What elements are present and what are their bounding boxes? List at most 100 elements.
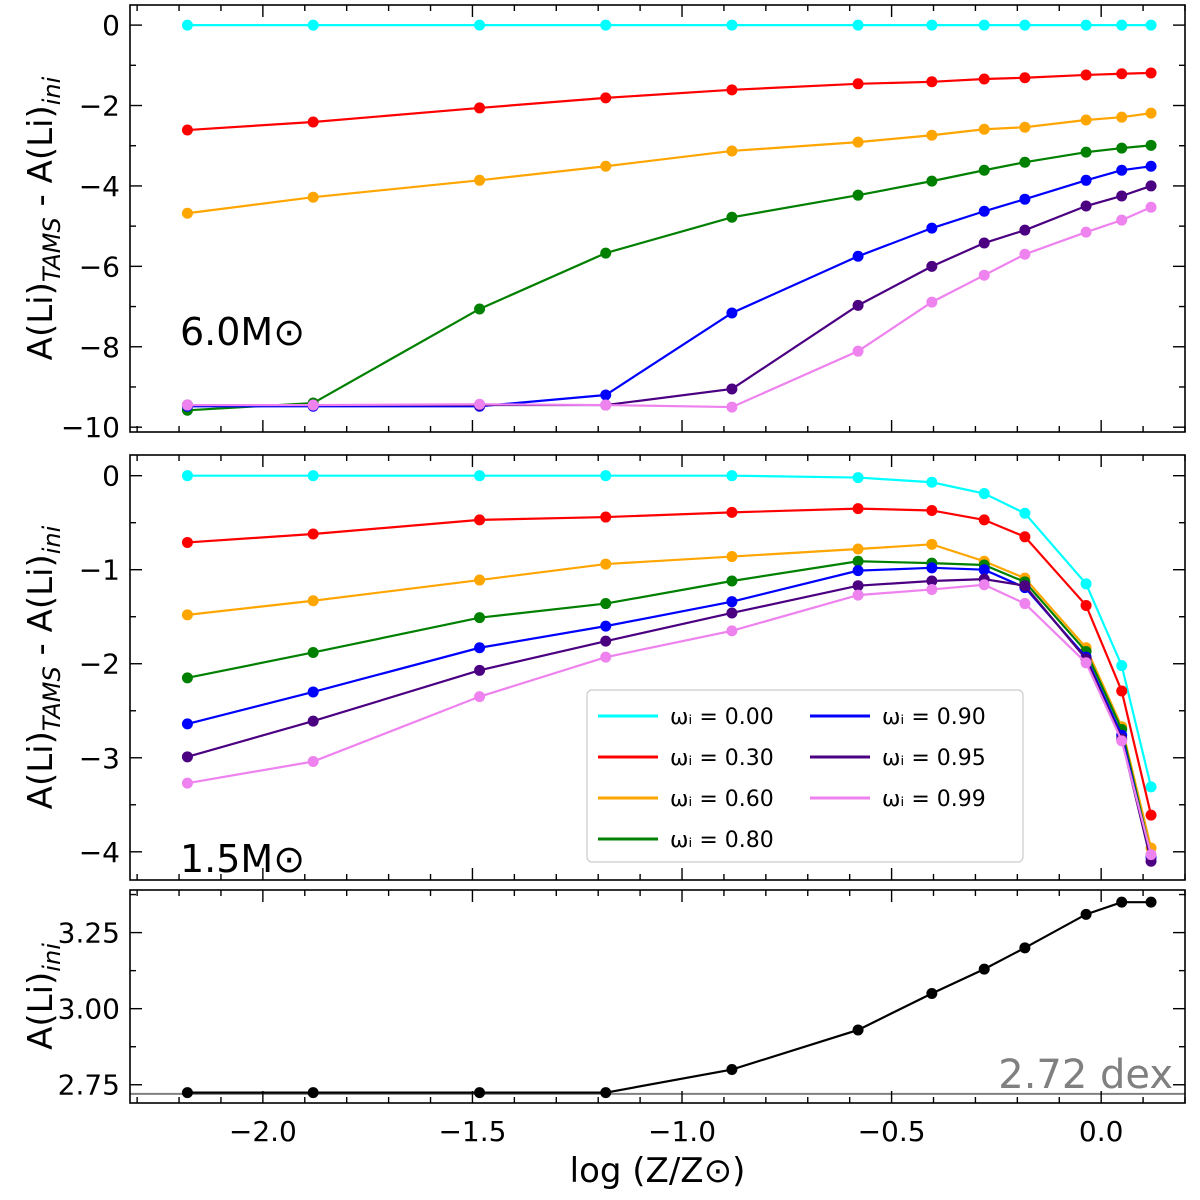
- data-point: [726, 1064, 738, 1076]
- data-point: [978, 237, 990, 249]
- data-point: [307, 19, 319, 31]
- data-point: [852, 19, 864, 31]
- data-point: [1080, 578, 1092, 590]
- data-point: [1019, 72, 1031, 84]
- data-point: [181, 777, 193, 789]
- data-point: [181, 609, 193, 621]
- data-point: [1145, 67, 1157, 79]
- data-point: [1019, 248, 1031, 260]
- y-tick-label: −2: [79, 648, 120, 681]
- data-point: [1145, 201, 1157, 213]
- data-point: [926, 583, 938, 595]
- series-middle-6: [181, 579, 1157, 861]
- data-point: [474, 574, 486, 586]
- data-point: [600, 620, 612, 632]
- data-point: [307, 646, 319, 658]
- data-point: [181, 672, 193, 684]
- x-axis-label: log (Z/Z⊙): [570, 1151, 746, 1191]
- series-line: [187, 71, 1152, 132]
- data-point: [474, 664, 486, 676]
- data-point: [852, 136, 864, 148]
- y-tick-label: 0: [102, 460, 120, 493]
- series-line: [187, 184, 1152, 407]
- data-point: [926, 562, 938, 574]
- data-point: [852, 250, 864, 262]
- data-point: [181, 19, 193, 31]
- data-point: [926, 260, 938, 272]
- data-point: [474, 1087, 486, 1099]
- data-point: [181, 718, 193, 730]
- panel-top: 0 −2 −4 −6 −8 −10 6.0M⊙ A(Li)TAMS - A(Li)ini: [21, 4, 1186, 444]
- y-label-part: - A(Li): [21, 554, 61, 666]
- data-point: [926, 504, 938, 516]
- data-point: [1080, 599, 1092, 611]
- data-point: [1116, 142, 1128, 154]
- data-point: [181, 399, 193, 411]
- data-point: [307, 756, 319, 768]
- data-point: [474, 303, 486, 315]
- data-point: [307, 715, 319, 727]
- data-point: [307, 191, 319, 203]
- data-point: [852, 503, 864, 515]
- data-point: [978, 205, 990, 217]
- x-tick-label: 0.0: [1079, 1115, 1124, 1148]
- data-point: [978, 514, 990, 526]
- x-tick-label: −1.5: [438, 1115, 506, 1148]
- series-line: [187, 165, 1152, 408]
- data-point: [1145, 160, 1157, 172]
- data-point: [926, 19, 938, 31]
- series-middle-2: [181, 538, 1157, 854]
- data-point: [1080, 226, 1092, 238]
- axes-frame: [129, 889, 1186, 1104]
- series-line: [187, 206, 1152, 409]
- data-point: [1116, 111, 1128, 123]
- data-point: [181, 207, 193, 219]
- series-line: [187, 583, 1153, 855]
- data-point: [1080, 69, 1092, 81]
- data-point: [978, 564, 990, 576]
- data-point: [474, 642, 486, 654]
- series-top-1: [181, 67, 1157, 136]
- data-point: [307, 1087, 319, 1099]
- series-top-5: [181, 180, 1157, 411]
- data-point: [474, 691, 486, 703]
- reference-line-label: 2.72 dex: [998, 1052, 1173, 1098]
- data-point: [600, 160, 612, 172]
- data-point: [978, 73, 990, 85]
- data-point: [1019, 531, 1031, 543]
- legend-item: ωᵢ = 0.90: [810, 705, 986, 730]
- series-top-0: [181, 19, 1157, 31]
- legend-label: ωᵢ = 0.00: [670, 705, 774, 730]
- data-point: [474, 102, 486, 114]
- series-line: [187, 543, 1153, 849]
- data-point: [926, 129, 938, 141]
- legend-label: ωᵢ = 0.95: [882, 746, 986, 771]
- data-point: [726, 383, 738, 395]
- data-point: [474, 19, 486, 31]
- legend-item: ωᵢ = 0.95: [810, 746, 986, 771]
- data-point: [726, 596, 738, 608]
- data-point: [978, 963, 990, 975]
- legend: ωᵢ = 0.00 ωᵢ = 0.30 ωᵢ = 0.60 ωᵢ = 0.80 ωᵢ =…: [586, 689, 1024, 863]
- data-point: [852, 589, 864, 601]
- data-point: [1080, 114, 1092, 126]
- x-tick-label: −1.0: [648, 1115, 716, 1148]
- data-point: [181, 470, 193, 482]
- series-bottom-0: [181, 896, 1157, 1099]
- series-top-2: [181, 107, 1157, 219]
- data-point: [1080, 174, 1092, 186]
- data-point: [1116, 190, 1128, 202]
- series-line: [187, 112, 1152, 215]
- data-point: [1116, 214, 1128, 226]
- data-point: [474, 470, 486, 482]
- data-point: [926, 175, 938, 187]
- data-point: [600, 247, 612, 259]
- data-point: [1116, 896, 1128, 908]
- mass-annotation: 1.5M⊙: [180, 837, 305, 881]
- data-point: [978, 164, 990, 176]
- y-label-part: A(Li): [21, 282, 61, 360]
- data-point: [978, 269, 990, 281]
- legend-item: ωᵢ = 0.80: [598, 828, 774, 853]
- data-point: [1145, 180, 1157, 192]
